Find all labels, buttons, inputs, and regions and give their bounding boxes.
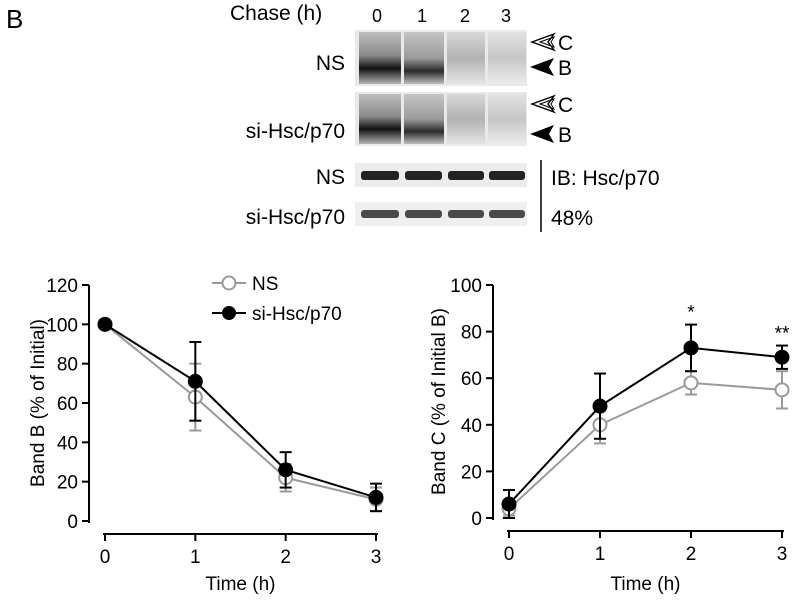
lane-label-1: 1 (417, 6, 427, 26)
legend-marker (222, 306, 236, 320)
x-axis-title: Time (h) (610, 574, 680, 595)
series-line (508, 346, 783, 505)
significance-marker: * (687, 303, 695, 324)
x-tick-label: 0 (504, 544, 515, 565)
legend-label: NS (252, 274, 278, 295)
y-axis-title: Band B (% of Initial) (28, 319, 49, 487)
series-si (97, 316, 384, 513)
x-tick-label: 1 (190, 547, 201, 568)
blot-band-lane-3 (489, 171, 525, 180)
data-point (774, 382, 790, 398)
blot-band-lane-0 (359, 32, 401, 84)
blot-si-ib (355, 202, 527, 226)
y-axis-title: Band C (% of Initial B) (429, 308, 450, 495)
blot-label-si: si-Hsc/p70 (246, 120, 345, 143)
data-point (501, 496, 517, 512)
blot-band-lane-1 (404, 94, 444, 144)
blot-label-ns-ib: NS (316, 166, 345, 189)
blot-band-lane-3 (489, 210, 525, 218)
open-arrow-c-icon (529, 32, 556, 52)
blot-band-lane-2 (448, 171, 484, 180)
x-tick-label: 1 (595, 544, 606, 565)
data-point (683, 340, 699, 356)
filled-arrow-b-icon (530, 58, 554, 76)
y-tick-label: 120 (46, 276, 78, 297)
open-arrow-c-icon (529, 94, 556, 114)
blot-band-lane-3 (488, 94, 526, 144)
series-ns (501, 370, 790, 517)
x-tick-label: 3 (777, 544, 788, 565)
chase-label: Chase (h) (230, 2, 322, 25)
data-point (97, 316, 113, 332)
series-line (104, 323, 377, 501)
blot-band-lane-2 (447, 32, 485, 84)
blot-band-lane-2 (448, 210, 484, 218)
significance-marker: ** (775, 324, 790, 345)
blot-band-lane-1 (405, 171, 442, 180)
y-tick-label: 80 (461, 323, 482, 344)
chart-band-b: 0 20 40 60 80 100 120 0 1 2 3 Time (h) Band B (% of … (28, 274, 384, 595)
blot-band-lane-0 (359, 94, 401, 144)
legend-marker (221, 275, 237, 291)
blot-band-lane-0 (361, 171, 399, 180)
y-tick-label: 100 (450, 276, 482, 297)
x-tick-label: 2 (280, 547, 291, 568)
y-tick-label: 20 (461, 462, 482, 483)
panel-label: B (6, 4, 23, 34)
data-point (187, 373, 203, 389)
arrow-label-c: C (558, 32, 573, 55)
blot-label-ns: NS (316, 52, 345, 75)
blot-si-pulse (355, 92, 527, 146)
x-axis-title: Time (h) (205, 574, 275, 595)
filled-arrow-b-icon (530, 125, 554, 143)
blot-band-lane-2 (447, 94, 485, 144)
arrow-label-b: B (558, 124, 572, 147)
y-tick-label: 40 (461, 416, 482, 437)
x-tick-label: 0 (100, 547, 111, 568)
knockdown-label: 48% (551, 207, 593, 230)
y-tick-label: 0 (67, 512, 78, 533)
data-point (683, 375, 699, 391)
blot-band-lane-1 (405, 210, 442, 218)
ib-label: IB: Hsc/p70 (551, 167, 660, 190)
y-tick-label: 40 (57, 433, 78, 454)
y-tick-label: 20 (57, 473, 78, 494)
lane-label-2: 2 (460, 6, 470, 26)
legend: NS si-Hsc/p70 (212, 274, 342, 325)
chart-band-c: 0 20 40 60 80 100 0 1 2 3 Time (h) Band C (% of Ini… (429, 276, 790, 595)
series-line (508, 381, 783, 510)
blot-band-lane-3 (488, 32, 526, 84)
blot-ns-pulse (355, 30, 527, 86)
y-tick-label: 100 (46, 315, 78, 336)
series-si (501, 323, 790, 519)
open-arrow-c-inner-icon (538, 36, 556, 48)
lane-label-0: 0 (372, 6, 382, 26)
x-tick-label: 2 (686, 544, 697, 565)
data-point (774, 349, 790, 365)
arrow-label-c: C (558, 94, 573, 117)
arrow-label-b: B (558, 57, 572, 80)
blot-ns-ib (355, 163, 527, 187)
y-tick-label: 80 (57, 355, 78, 376)
y-tick-label: 0 (471, 509, 482, 530)
legend-label: si-Hsc/p70 (252, 304, 342, 325)
lane-label-3: 3 (501, 6, 511, 26)
open-arrow-c-inner-icon (538, 98, 556, 110)
data-point (592, 398, 608, 414)
blot-band-lane-1 (404, 32, 444, 84)
y-tick-label: 60 (57, 394, 78, 415)
x-tick-label: 3 (371, 547, 382, 568)
series-line (104, 323, 377, 499)
data-point (278, 462, 294, 478)
data-point (368, 489, 384, 505)
blot-band-lane-0 (361, 210, 399, 218)
blot-label-si-ib: si-Hsc/p70 (246, 206, 345, 229)
y-tick-label: 60 (461, 369, 482, 390)
